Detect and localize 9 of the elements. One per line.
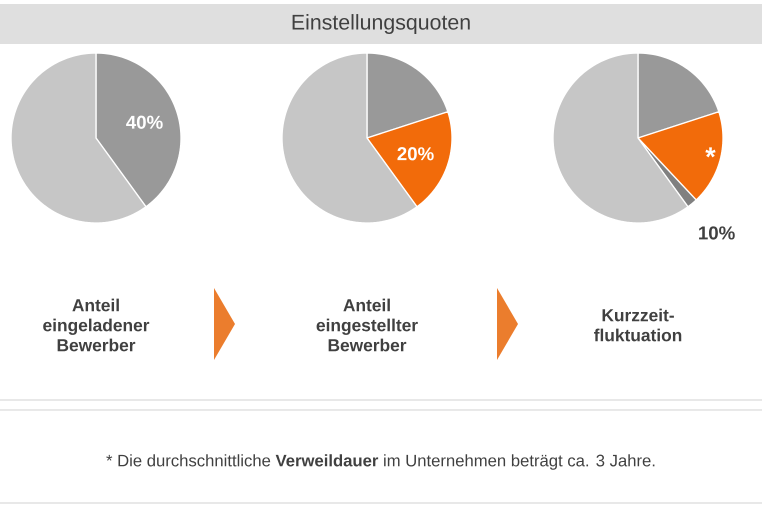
data-label: * <box>705 147 716 158</box>
text: Anteil eingestellter Bewerber <box>316 298 418 352</box>
text: Anteil eingeladener Bewerber <box>43 298 150 352</box>
chart-title: Einstellungsquoten <box>292 14 470 34</box>
data-label: 20% <box>397 147 434 160</box>
text: Kurzzeit-fluktuation <box>594 308 682 342</box>
text: 10% <box>699 226 735 240</box>
data-label: 40% <box>126 116 163 129</box>
text: * Die durchschnittliche Verweildauer im Unternehmen beträgt ca. 3 Jahre. <box>106 454 654 470</box>
